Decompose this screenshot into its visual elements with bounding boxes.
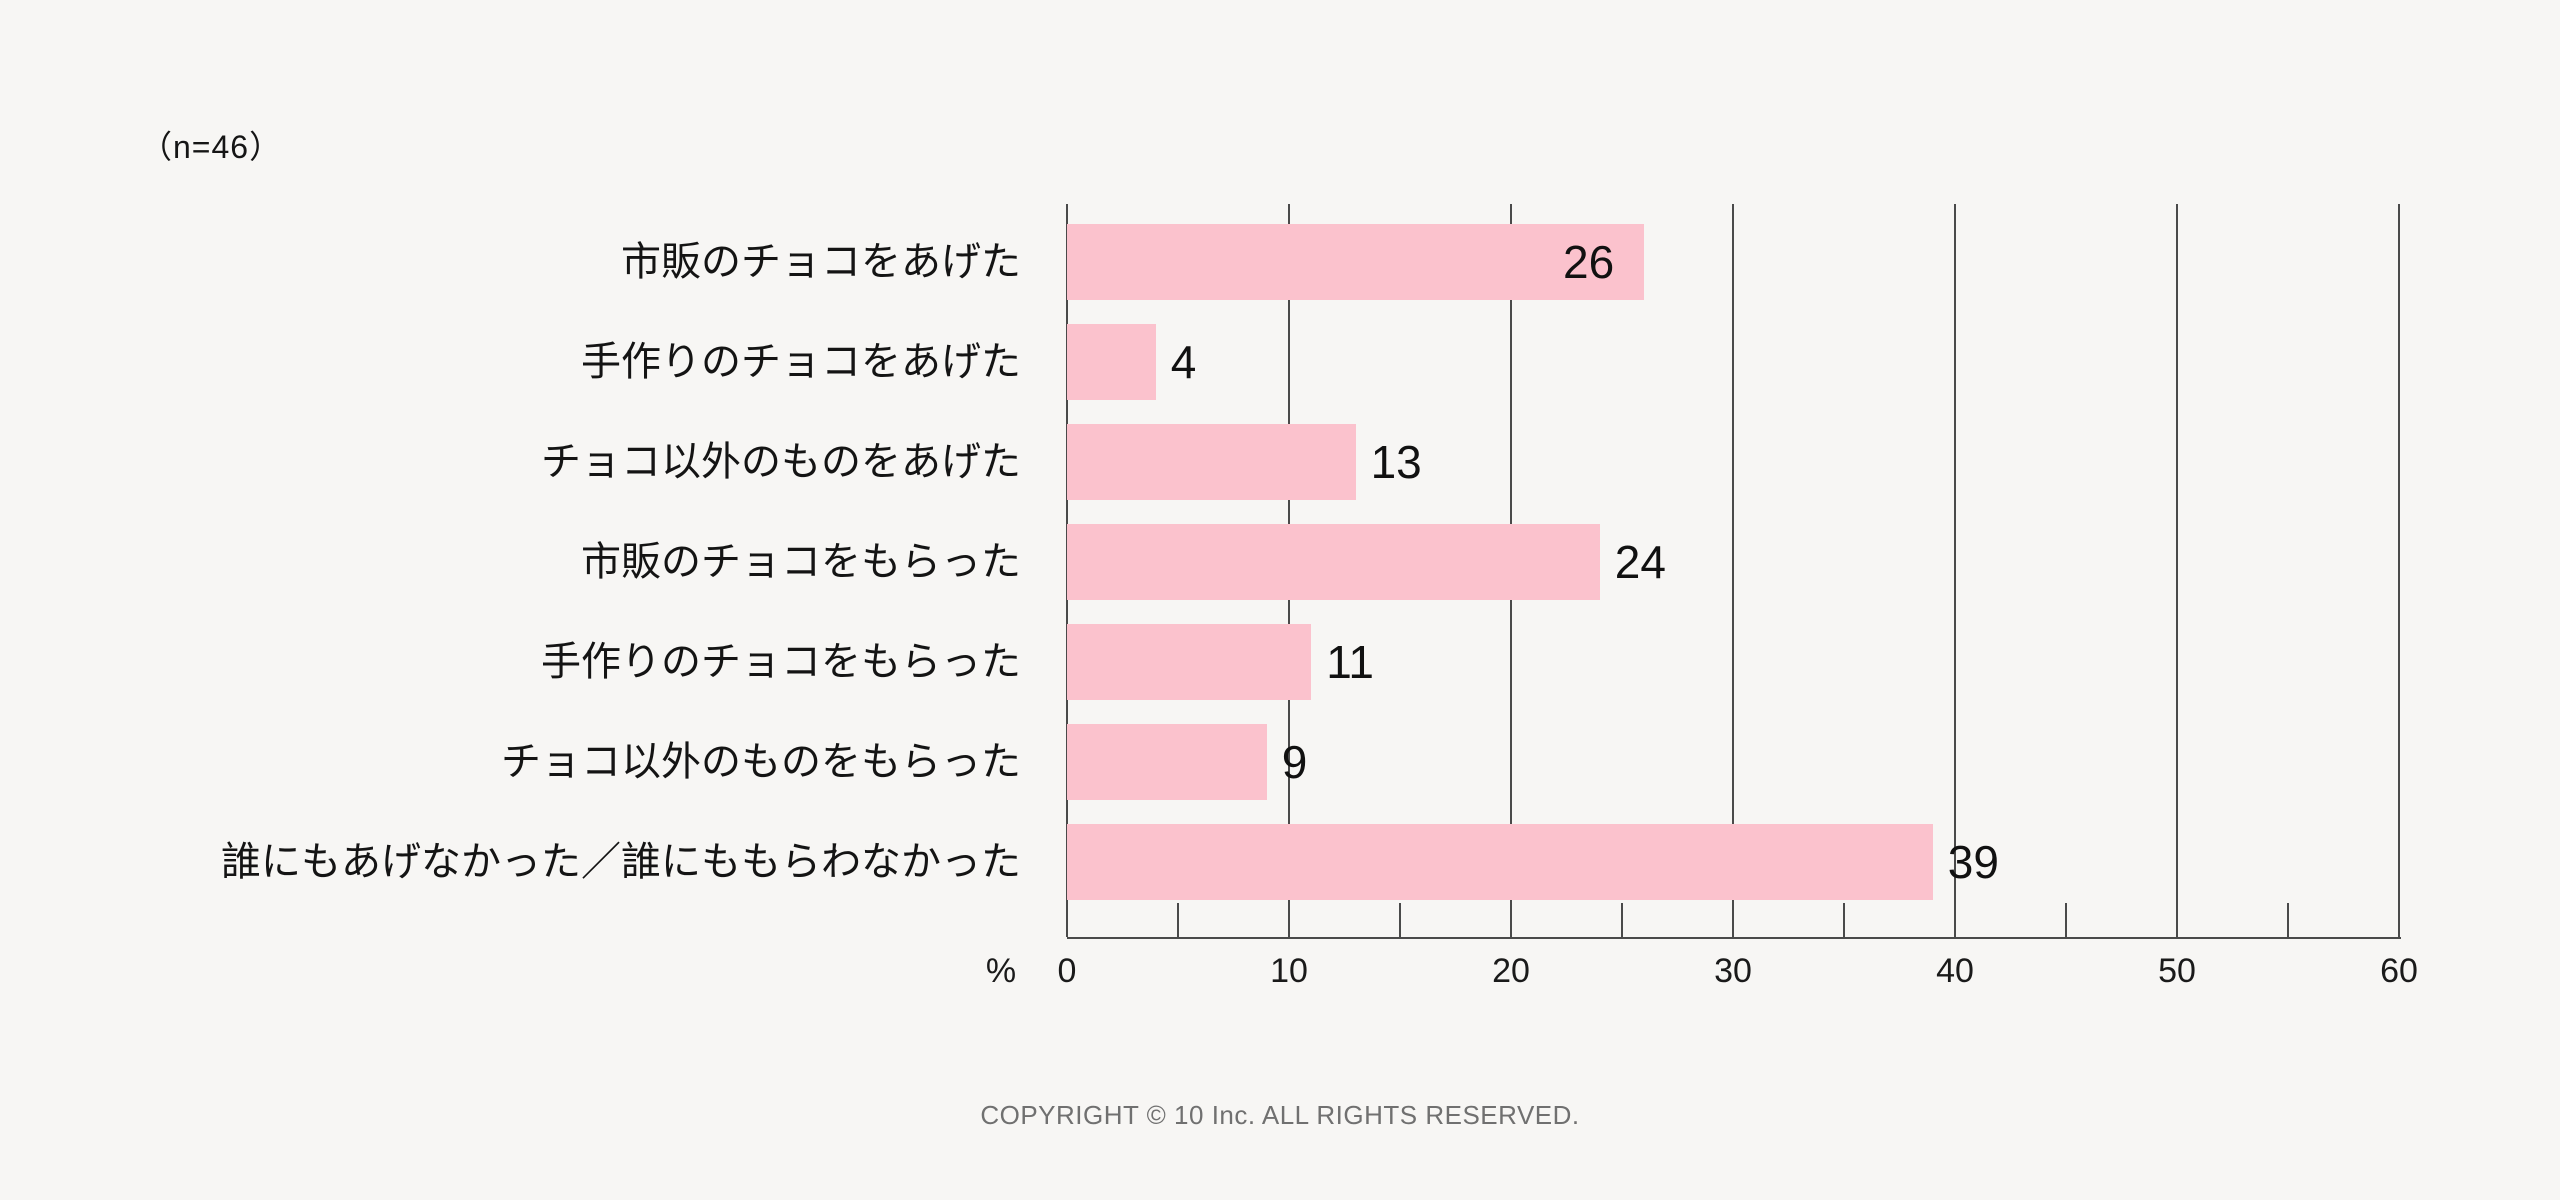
category-label: 誰にもあげなかった／誰にももらわなかった — [221, 840, 1021, 884]
sample-size-label: （n=46） — [140, 129, 283, 165]
category-label: 市販のチョコをもらった — [581, 540, 1021, 584]
x-tick-label: 10 — [1270, 952, 1308, 990]
bar-value-label: 11 — [1326, 636, 1374, 688]
category-label: 手作りのチョコをあげた — [581, 340, 1021, 384]
x-tick-label: 60 — [2380, 952, 2418, 990]
category-label: 手作りのチョコをもらった — [541, 640, 1021, 684]
bar-value-label: 13 — [1370, 436, 1422, 488]
bar — [1067, 424, 1356, 500]
x-axis-unit-label: % — [985, 952, 1017, 990]
gridline — [1954, 204, 1956, 937]
minor-tick-mark — [2065, 903, 2067, 937]
minor-tick-mark — [1399, 903, 1401, 937]
x-tick-label: 30 — [1714, 952, 1752, 990]
bar-value-label: 39 — [1947, 836, 1999, 888]
minor-tick-mark — [1621, 903, 1623, 937]
gridline — [2398, 204, 2400, 937]
bar — [1067, 324, 1156, 400]
copyright-footer: COPYRIGHT © 10 Inc. ALL RIGHTS RESERVED. — [980, 1100, 1580, 1130]
bar-value-label: 9 — [1281, 736, 1308, 788]
x-tick-label: 50 — [2158, 952, 2196, 990]
minor-tick-mark — [1843, 903, 1845, 937]
bar-value-label: 4 — [1170, 336, 1197, 388]
bar — [1067, 224, 1645, 300]
minor-tick-mark — [2287, 903, 2289, 937]
x-tick-label: 20 — [1492, 952, 1530, 990]
gridline — [1732, 204, 1734, 937]
x-tick-label: 0 — [1057, 952, 1077, 990]
bar — [1067, 624, 1312, 700]
bar — [1067, 724, 1267, 800]
minor-tick-mark — [1177, 903, 1179, 937]
bar — [1067, 824, 1933, 900]
category-label: チョコ以外のものをもらった — [501, 740, 1021, 784]
bar — [1067, 524, 1600, 600]
bar-value-label: 26 — [1563, 236, 1615, 288]
bar-value-label: 24 — [1614, 536, 1666, 588]
category-label: チョコ以外のものをあげた — [541, 440, 1021, 484]
category-label: 市販のチョコをあげた — [621, 240, 1021, 284]
gridline — [2176, 204, 2178, 937]
x-tick-label: 40 — [1936, 952, 1974, 990]
x-axis-line — [1067, 937, 2401, 939]
